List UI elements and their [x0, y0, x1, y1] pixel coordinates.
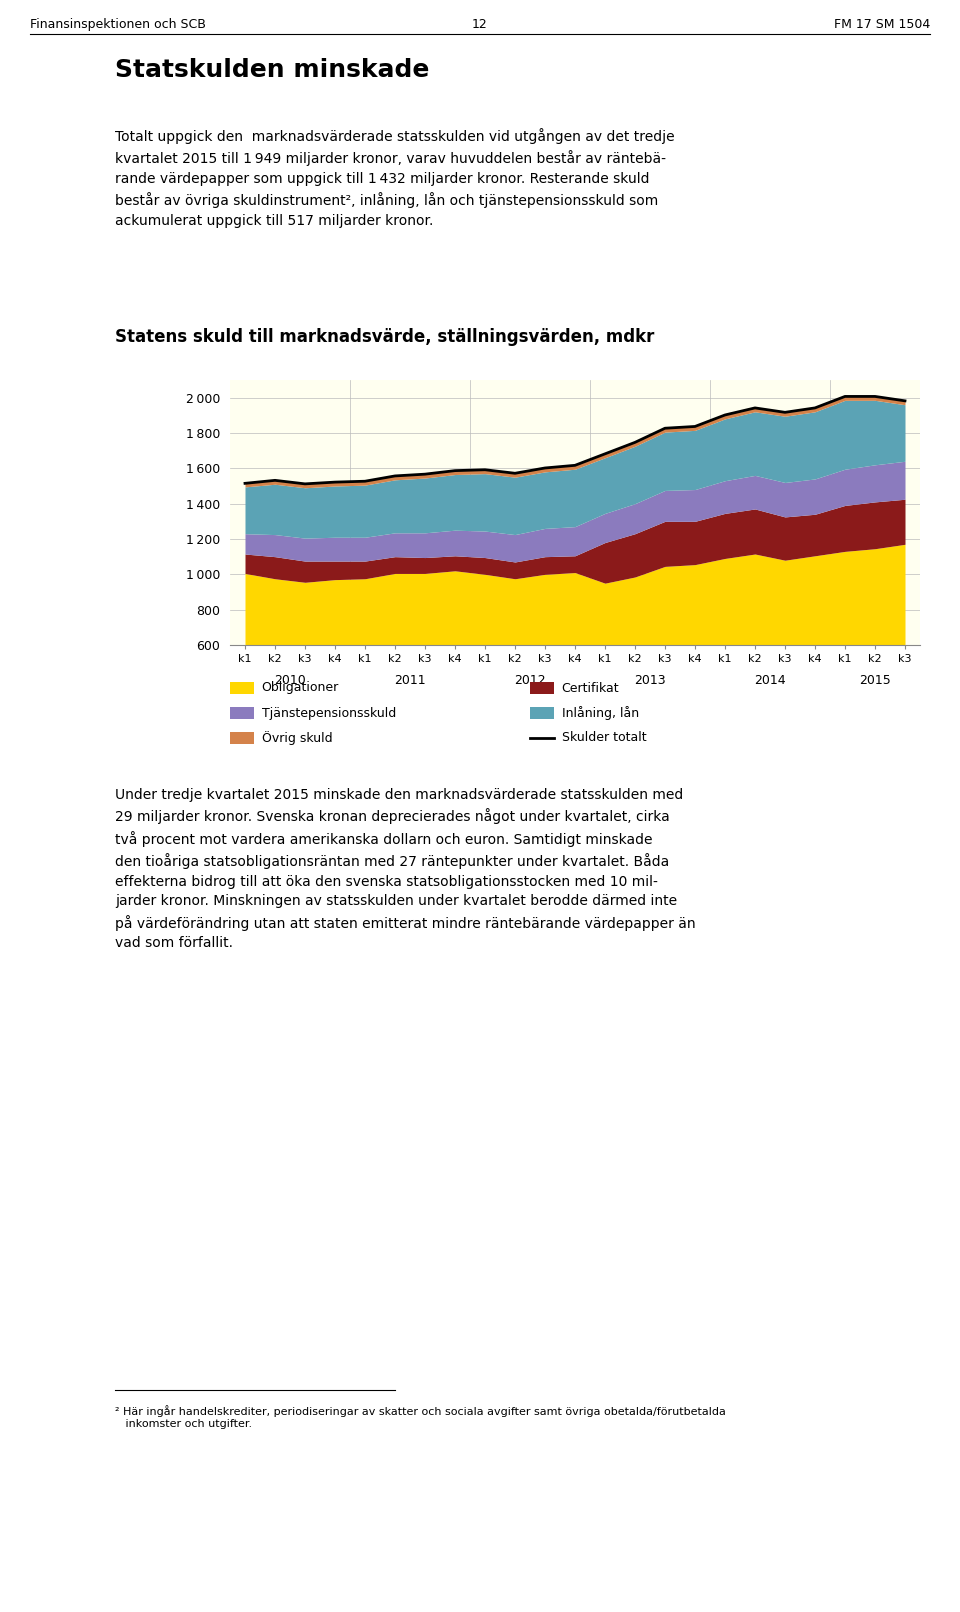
Text: Skulder totalt: Skulder totalt	[562, 732, 646, 745]
Text: 2011: 2011	[395, 674, 426, 687]
Text: 2010: 2010	[275, 674, 306, 687]
Text: Tjänstepensionsskuld: Tjänstepensionsskuld	[262, 706, 396, 719]
Text: Under tredje kvartalet 2015 minskade den marknadsvärderade statsskulden med
29 m: Under tredje kvartalet 2015 minskade den…	[115, 788, 696, 949]
Text: Övrig skuld: Övrig skuld	[262, 730, 332, 745]
Text: 2013: 2013	[635, 674, 666, 687]
Text: FM 17 SM 1504: FM 17 SM 1504	[833, 18, 930, 31]
Text: 2012: 2012	[515, 674, 546, 687]
Text: 12: 12	[472, 18, 488, 31]
Text: Certifikat: Certifikat	[562, 682, 619, 695]
Text: 2014: 2014	[755, 674, 786, 687]
Text: Totalt uppgick den  marknadsvärderade statsskulden vid utgången av det tredje
kv: Totalt uppgick den marknadsvärderade sta…	[115, 127, 675, 227]
Text: Finansinspektionen och SCB: Finansinspektionen och SCB	[30, 18, 205, 31]
Text: Obligationer: Obligationer	[262, 682, 339, 695]
Text: 2015: 2015	[859, 674, 891, 687]
Text: Statens skuld till marknadsvärde, ställningsvärden, mdkr: Statens skuld till marknadsvärde, ställn…	[115, 327, 655, 347]
Text: Statskulden minskade: Statskulden minskade	[115, 58, 429, 82]
Text: Inlåning, lån: Inlåning, lån	[562, 706, 638, 721]
Text: ² Här ingår handelskrediter, periodiseringar av skatter och sociala avgifter sam: ² Här ingår handelskrediter, periodiseri…	[115, 1406, 726, 1428]
